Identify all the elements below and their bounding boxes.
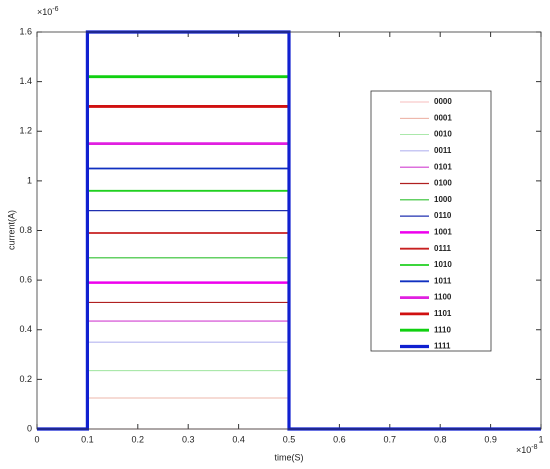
x-axis-label: time(S) [275, 452, 304, 462]
y-axis-label: current(A) [6, 210, 16, 250]
legend-label: 0010 [434, 130, 452, 139]
x-exponent-base: ×10 [516, 445, 531, 455]
legend-label: 1001 [434, 228, 452, 237]
legend-label: 1000 [434, 195, 452, 204]
x-tick-label: 0.5 [283, 434, 296, 444]
x-tick-label: 0.4 [232, 434, 245, 444]
y-exponent-base: ×10 [37, 7, 52, 17]
legend-label: 0111 [434, 244, 451, 253]
x-tick-label: 0.2 [132, 434, 145, 444]
y-exponent-power: -6 [52, 6, 58, 13]
x-tick-label: 0.9 [484, 434, 497, 444]
x-exponent: ×10-8 [516, 444, 538, 456]
y-tick-label: 0 [27, 423, 32, 433]
legend-label: 0100 [434, 179, 452, 188]
legend-label: 1100 [434, 293, 452, 302]
legend-label: 1101 [434, 309, 452, 318]
x-exponent-power: -8 [531, 444, 537, 451]
y-exponent: ×10-6 [37, 6, 59, 18]
x-tick-label: 0.8 [434, 434, 447, 444]
y-tick-label: 1.4 [19, 76, 32, 86]
legend-label: 0110 [434, 211, 452, 220]
x-tick-label: 1 [538, 434, 543, 444]
legend-label: 0011 [434, 146, 452, 155]
legend-label: 0001 [434, 113, 452, 122]
legend-label: 0101 [434, 162, 452, 171]
legend-label: 1110 [434, 325, 451, 334]
y-tick-label: 1 [27, 175, 32, 185]
x-tick-label: 0.7 [384, 434, 397, 444]
y-tick-label: 1.2 [19, 126, 32, 136]
y-tick-label: 1.6 [19, 26, 32, 36]
axes-box [36, 31, 542, 430]
legend-label: 1010 [434, 260, 452, 269]
x-tick-label: 0.3 [182, 434, 195, 444]
legend-label: 0000 [434, 97, 452, 106]
x-tick-label: 0.1 [81, 434, 94, 444]
legend-label: 1011 [434, 276, 452, 285]
y-tick-label: 0.2 [19, 374, 32, 384]
legend-box [370, 90, 492, 352]
x-tick-label: 0 [34, 434, 39, 444]
y-tick-label: 0.8 [19, 225, 32, 235]
y-tick-label: 0.6 [19, 275, 32, 285]
legend-label: 1111 [434, 342, 451, 351]
y-tick-label: 0.4 [19, 324, 32, 334]
x-tick-label: 0.6 [333, 434, 346, 444]
